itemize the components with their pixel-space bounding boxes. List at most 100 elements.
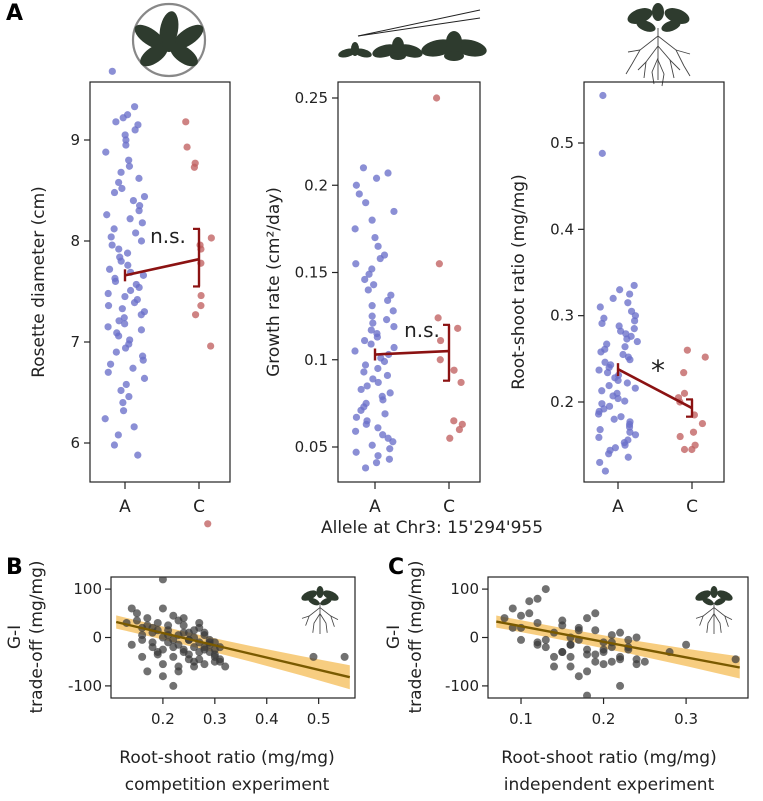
panelB-point — [221, 662, 230, 671]
rootshoot-point-a — [616, 286, 624, 294]
rosette-ytick-label: 9 — [70, 131, 80, 149]
panelC-point — [541, 643, 550, 652]
panelB-point — [179, 648, 188, 657]
growth-point-a — [355, 190, 363, 198]
panelB-point — [132, 609, 141, 618]
growth-point-a — [372, 459, 381, 467]
rosette-point-a — [126, 215, 134, 223]
growth-point-a — [359, 164, 368, 172]
panel-letter-a: A — [6, 1, 23, 26]
rosette-point-a — [119, 407, 128, 415]
growth-point-a — [364, 286, 372, 294]
panelB-ci-band — [116, 615, 350, 690]
rootshoot-xtick-a: A — [612, 497, 624, 517]
panelC-point — [574, 672, 583, 681]
rosette-point-a — [139, 271, 148, 279]
panelC-point — [599, 645, 608, 654]
growth-point-a — [361, 275, 369, 284]
panel-c-marks — [496, 585, 740, 698]
rosette-point-a — [104, 302, 113, 310]
growth-point-a — [365, 270, 373, 278]
rosette-point-a — [106, 360, 115, 368]
rosette-point-a — [130, 299, 139, 307]
rosette-point-a — [110, 225, 118, 233]
panelC-point — [583, 650, 592, 659]
growth-point-c — [457, 378, 465, 387]
rosette-point-a — [108, 241, 116, 249]
rosette-point-a — [140, 192, 149, 201]
panelB-point — [200, 628, 209, 637]
rootshoot-point-a — [594, 410, 603, 418]
growth-mean-line — [374, 349, 450, 356]
rosette-point-a — [121, 344, 130, 352]
growth-point-c — [434, 314, 442, 322]
growth-point-a — [357, 385, 365, 394]
growth-point-c — [435, 260, 443, 268]
panelb-ylabel-line2: trade-off (mg/mg) — [27, 561, 47, 714]
panelB-point — [127, 640, 136, 649]
rootshoot-point-a — [630, 317, 639, 325]
rootshoot-point-a — [595, 366, 603, 374]
rosette-mean-line — [124, 257, 200, 277]
growth-point-a — [374, 364, 382, 373]
rosette-circle-icon — [131, 2, 207, 78]
growth-xtick-c: C — [443, 497, 455, 517]
rosette-point-a — [108, 67, 116, 75]
panelB-point — [179, 614, 188, 623]
rootshoot-point-a — [619, 350, 627, 359]
rootshoot-mean-line — [617, 368, 693, 410]
rosette-point-a — [117, 168, 125, 176]
rootshoot-point-c — [680, 445, 689, 454]
rosette-ytick-label: 7 — [70, 333, 80, 351]
panel-a-marks — [101, 67, 709, 528]
rosette-point-a — [126, 286, 135, 295]
growth-significance: n.s. — [404, 318, 440, 342]
panelC-xtick-label: 0.1 — [509, 710, 533, 728]
rosette-point-a — [107, 233, 115, 241]
panelC-ytick-label: -100 — [445, 677, 479, 695]
rosette-xtick-c: C — [193, 497, 205, 517]
rosette-xtick-a: A — [119, 497, 131, 517]
growth-point-c — [450, 366, 458, 374]
panelB-point — [158, 645, 167, 654]
panelB-point — [132, 616, 141, 625]
growth-point-c — [450, 417, 458, 425]
panelB-point — [169, 643, 178, 652]
panelC-point — [616, 655, 625, 664]
rootshoot-point-a — [609, 294, 617, 302]
rosette-ylabel: Rosette diameter (cm) — [29, 186, 49, 378]
rosette-point-a — [139, 356, 147, 364]
panelB-point — [138, 652, 147, 661]
growth-point-a — [371, 234, 379, 242]
panelC-point — [525, 597, 534, 606]
rosette-point-a — [117, 257, 125, 265]
rootshoot-ylabel: Root-shoot ratio (mg/mg) — [509, 174, 529, 389]
rosette-ytick-label: 6 — [70, 434, 80, 452]
rootshoot-point-a — [596, 303, 604, 311]
growth-point-a — [367, 340, 375, 348]
panelc-rosette-root-icon — [695, 586, 733, 635]
panelC-point — [583, 667, 592, 676]
panelB-point — [169, 681, 178, 690]
panelC-ytick-label: 100 — [450, 580, 479, 598]
growth-plot-frame — [337, 81, 481, 483]
panelB-point — [184, 655, 193, 664]
panelB-point — [195, 655, 204, 664]
rosette-point-a — [115, 332, 123, 340]
panelB-point — [309, 652, 318, 661]
panelB-ytick-label: -100 — [68, 677, 102, 695]
growth-point-a — [390, 343, 398, 352]
rootshoot-point-a — [621, 441, 629, 449]
panelC-point — [517, 635, 526, 644]
rosette-point-a — [121, 320, 129, 328]
growth-point-a — [380, 357, 389, 366]
rootshoot-point-a — [623, 379, 631, 387]
panelC-point — [508, 604, 517, 613]
panelB-xtick-label: 0.5 — [307, 710, 331, 728]
growth-point-c — [432, 94, 441, 102]
panelC-xtick-label: 0.3 — [674, 710, 698, 728]
rosette-point-c — [197, 291, 205, 300]
rosette-point-a — [120, 314, 128, 322]
rosette-point-a — [134, 451, 142, 459]
panelB-point — [210, 657, 219, 666]
